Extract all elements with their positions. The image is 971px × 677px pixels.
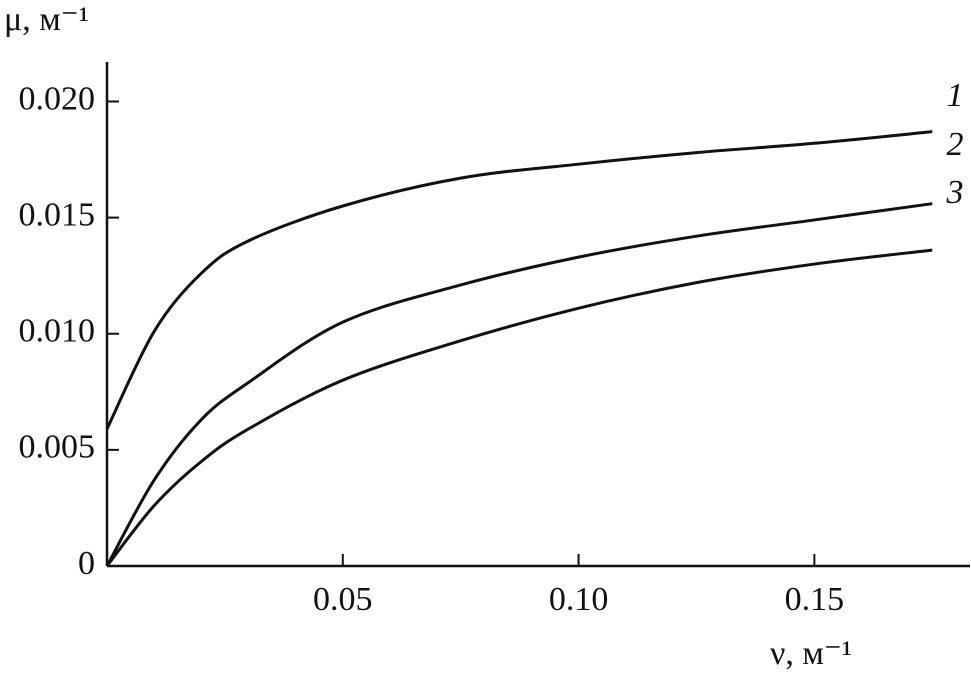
line-series xyxy=(105,202,933,567)
x-axis-label: ν, м⁻¹ xyxy=(770,635,852,672)
y-tick-label: 0.015 xyxy=(19,196,96,233)
series-label: 1 xyxy=(947,77,964,114)
line-series xyxy=(105,248,933,567)
y-tick-label: 0 xyxy=(78,545,95,582)
x-tick-label: 0.15 xyxy=(785,581,845,618)
y-tick-label: 0.005 xyxy=(19,429,96,466)
y-tick-label: 0.010 xyxy=(19,313,96,350)
y-tick-label: 0.020 xyxy=(19,80,96,117)
series-label: 2 xyxy=(947,126,964,163)
x-tick-label: 0.05 xyxy=(313,581,373,618)
y-axis-label: μ, м⁻¹ xyxy=(4,1,89,38)
x-tick-label: 0.10 xyxy=(549,581,609,618)
series-label: 3 xyxy=(946,174,964,211)
line-series xyxy=(105,130,933,430)
